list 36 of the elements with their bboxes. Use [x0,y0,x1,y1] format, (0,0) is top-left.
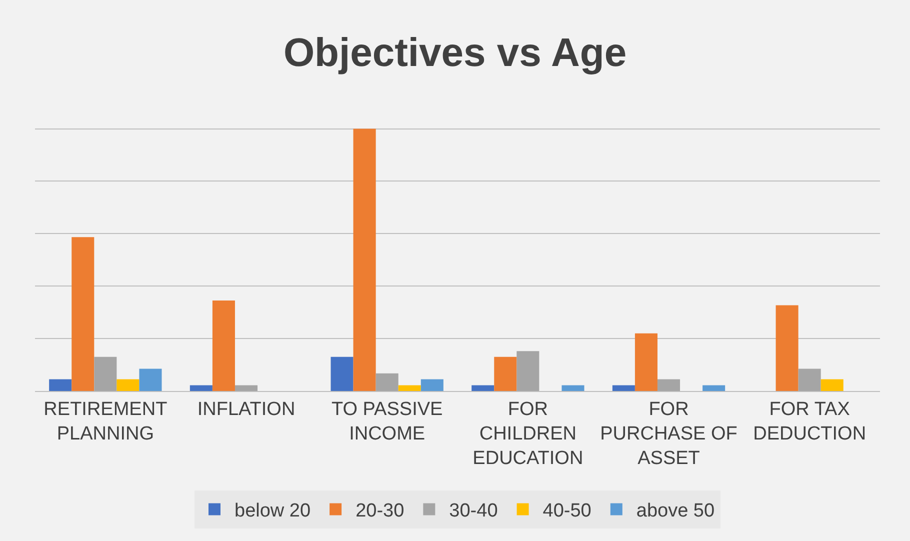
bar [72,237,94,391]
legend-label: above 50 [636,500,715,522]
bar [139,368,162,391]
legend-label: 40-50 [542,500,592,522]
bar [634,333,658,391]
bar [798,368,821,391]
legend-label: below 20 [234,500,311,522]
bar [116,379,140,391]
bar [94,356,117,391]
x-tick-label: TO PASSIVE INCOME [331,398,443,444]
bar [190,385,212,391]
x-tick-label: FOR TAX DEDUCTION [753,398,866,444]
bar [376,373,398,391]
bar [702,385,726,391]
bar [562,385,584,391]
bar [472,385,494,391]
bar [353,128,376,391]
legend-label: 30-40 [449,500,498,522]
bar [234,385,258,391]
bar [494,356,517,391]
bar [49,379,72,391]
bar [398,385,421,391]
x-tick-label: INFLATION [197,398,296,420]
bar [820,379,844,391]
bar [776,305,798,391]
bar [212,300,235,391]
chart-title: Objectives vs Age [283,30,627,75]
bar [420,379,444,391]
bar [516,351,540,391]
bar [330,356,354,391]
bar [657,379,680,391]
legend-label: 20-30 [356,500,404,522]
x-tick-label: RETIREMENT PLANNING [44,398,168,444]
x-tick-label: FOR CHILDREN EDUCATION [472,398,584,470]
x-tick-label: FOR PURCHASE OF ASSET [600,398,738,470]
bar [612,385,635,391]
